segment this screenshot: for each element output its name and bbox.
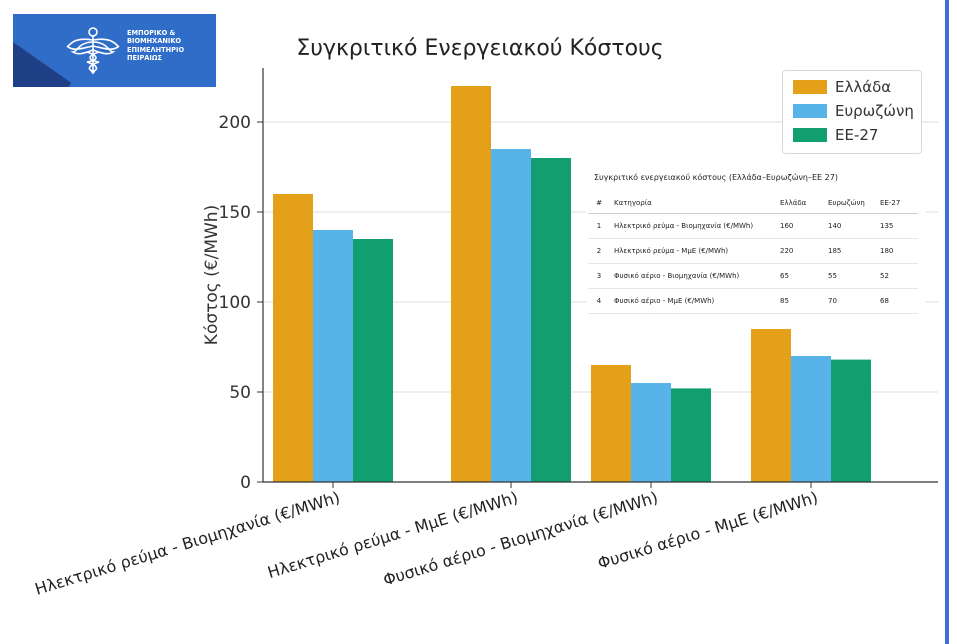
legend-label-eurozone: Ευρωζώνη — [835, 102, 914, 120]
table-cell: 2 — [588, 238, 610, 264]
legend-item-eu27: ΕΕ-27 — [793, 125, 878, 145]
comparison-table-panel: Συγκριτικό ενεργειακού κόστους (Ελλάδα–Ε… — [586, 165, 926, 315]
y-tick-label: 100 — [219, 293, 251, 313]
bar-eurozone — [491, 149, 531, 482]
table-cell: 55 — [824, 263, 876, 289]
legend-item-eurozone: Ευρωζώνη — [793, 101, 914, 121]
table-cell: 220 — [776, 238, 824, 264]
table-cell: 1 — [588, 213, 610, 239]
table-cell: Φυσικό αέριο - Βιομηχανία (€/MWh) — [610, 263, 776, 289]
table-header-row: # Κατηγορία Ελλάδα Ευρωζώνη ΕΕ-27 — [588, 193, 918, 214]
table-cell: 3 — [588, 263, 610, 289]
chamber-logo: ΕΜΠΟΡΙΚΟ & ΒΙΟΜΗΧΑΝΙΚΟ ΕΠΙΜΕΛΗΤΗΡΙΟ ΠΕΙΡ… — [13, 14, 216, 87]
x-tick-label: Φυσικό αέριο - Βιομηχανία (€/MWh) — [381, 488, 660, 590]
chart-title: Συγκριτικό Ενεργειακού Κόστους — [296, 36, 664, 61]
table-cell: 52 — [876, 263, 918, 289]
legend-label-eu27: ΕΕ-27 — [835, 126, 879, 144]
table-cell: Φυσικό αέριο - ΜμΕ (€/MWh) — [610, 288, 776, 314]
table-header-category: Κατηγορία — [610, 193, 776, 214]
legend-swatch-eurozone — [793, 104, 827, 118]
legend-item-greece: Ελλάδα — [793, 77, 891, 97]
y-axis-label: Κόστος (€/MWh) — [202, 205, 222, 345]
bar-greece — [451, 86, 491, 482]
bar-eurozone — [313, 230, 353, 482]
table-cell: 65 — [776, 263, 824, 289]
table-cell: 185 — [824, 238, 876, 264]
bar-eurozone — [791, 356, 831, 482]
table-row: 2 Ηλεκτρικό ρεύμα - ΜμΕ (€/MWh) 220 185 … — [588, 238, 918, 264]
table-cell: 4 — [588, 288, 610, 314]
table-cell: Ηλεκτρικό ρεύμα - ΜμΕ (€/MWh) — [610, 238, 776, 264]
table-row: 3 Φυσικό αέριο - Βιομηχανία (€/MWh) 65 5… — [588, 263, 918, 289]
table-cell: 70 — [824, 288, 876, 314]
y-tick-label: 50 — [229, 383, 251, 403]
caduceus-seal-icon — [66, 27, 120, 74]
bar-eurozone — [631, 383, 671, 482]
table-header-eurozone: Ευρωζώνη — [824, 193, 876, 214]
bar-greece — [751, 329, 791, 482]
table-cell: 160 — [776, 213, 824, 239]
bar-eu27 — [531, 158, 571, 482]
table-row: 1 Ηλεκτρικό ρεύμα - Βιομηχανία (€/MWh) 1… — [588, 213, 918, 239]
bar-greece — [591, 365, 631, 482]
table-cell: 140 — [824, 213, 876, 239]
chart-legend: Ελλάδα Ευρωζώνη ΕΕ-27 — [782, 70, 922, 154]
legend-swatch-eu27 — [793, 128, 827, 142]
table-cell: 180 — [876, 238, 918, 264]
table-cell: 85 — [776, 288, 824, 314]
table-row: 4 Φυσικό αέριο - ΜμΕ (€/MWh) 85 70 68 — [588, 288, 918, 314]
bar-eu27 — [671, 388, 711, 482]
logo-text: ΕΜΠΟΡΙΚΟ & ΒΙΟΜΗΧΑΝΙΚΟ ΕΠΙΜΕΛΗΤΗΡΙΟ ΠΕΙΡ… — [127, 29, 185, 63]
y-tick-label: 0 — [240, 473, 251, 493]
y-tick-label: 200 — [219, 113, 251, 133]
table-caption: Συγκριτικό ενεργειακού κόστους (Ελλάδα–Ε… — [594, 173, 838, 182]
table-cell: 68 — [876, 288, 918, 314]
legend-label-greece: Ελλάδα — [835, 78, 892, 96]
y-tick-label: 150 — [219, 203, 251, 223]
table-cell: 135 — [876, 213, 918, 239]
bar-eu27 — [831, 359, 871, 482]
table-cell: Ηλεκτρικό ρεύμα - Βιομηχανία (€/MWh) — [610, 213, 776, 239]
page-border-line — [945, 0, 949, 644]
table-header-num: # — [588, 193, 610, 214]
table-header-greece: Ελλάδα — [776, 193, 824, 214]
comparison-table: # Κατηγορία Ελλάδα Ευρωζώνη ΕΕ-27 1 Ηλεκ… — [588, 193, 918, 314]
legend-swatch-greece — [793, 80, 827, 94]
x-tick-label: Ηλεκτρικό ρεύμα - Βιομηχανία (€/MWh) — [33, 488, 343, 599]
table-header-eu27: ΕΕ-27 — [876, 193, 918, 214]
bar-greece — [273, 194, 313, 482]
bar-eu27 — [353, 239, 393, 482]
